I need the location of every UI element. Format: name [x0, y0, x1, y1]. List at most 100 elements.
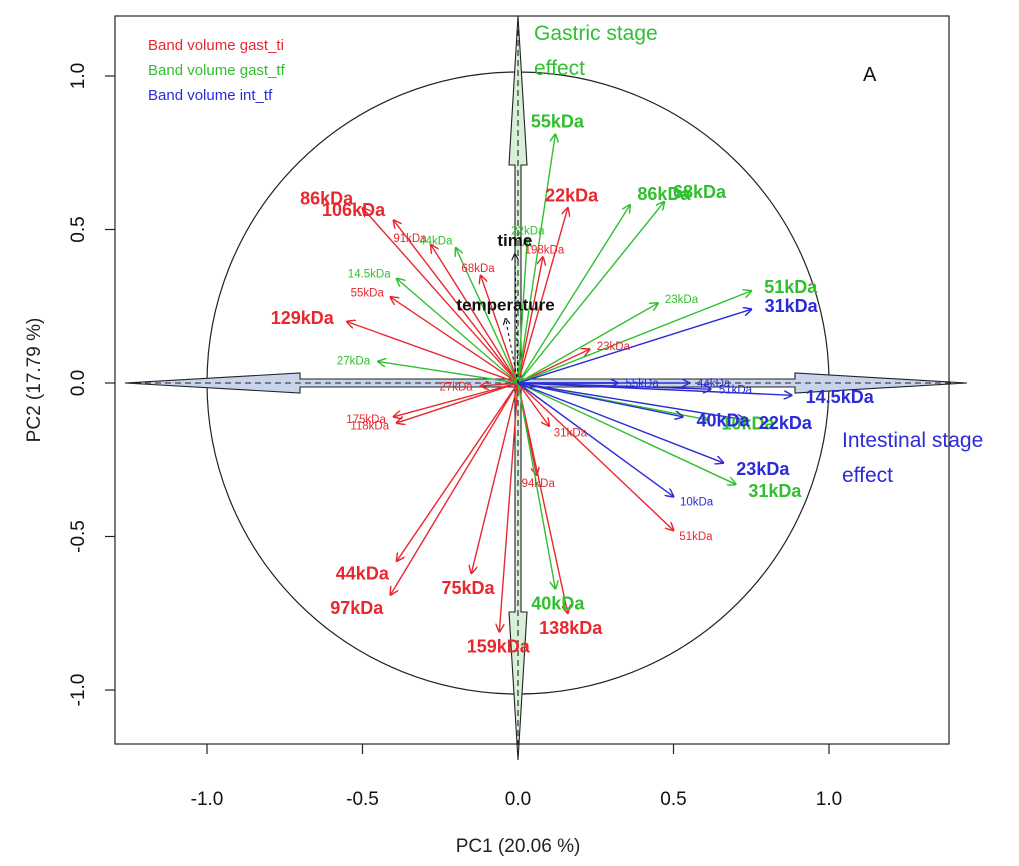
plot-frame — [114, 15, 950, 745]
vector-gast-ti-51kda — [517, 382, 674, 530]
legend-entry-int-tf: Band volume int_tf — [148, 87, 273, 104]
vector-int-tf-51kda — [517, 382, 711, 389]
panel-label: A — [863, 64, 877, 86]
vector-label-int-tf-22kda: 22kDa — [759, 413, 813, 433]
vector-label-gast-ti-118kda: 118kDa — [350, 420, 389, 432]
vector-gast-tf-51kda — [517, 291, 751, 384]
vector-gast-ti-159kda — [499, 382, 519, 632]
vector-label-gast-tf-40kda: 40kDa — [531, 593, 585, 613]
vector-gast-ti-27kda — [481, 383, 519, 386]
vector-label-gast-tf-86kda: 86kDa — [637, 184, 691, 204]
gastric-stage-label: Gastric stage effect — [534, 22, 658, 80]
vector-gast-tf-68kda — [517, 202, 664, 384]
supp-vector-temperature — [506, 319, 519, 384]
vector-int-tf-22kda — [517, 382, 745, 420]
vector-label-gast-ti-27kda: 27kDa — [439, 382, 473, 394]
vector-gast-ti-22kda — [517, 208, 568, 384]
vector-gast-ti-198kda — [517, 257, 543, 384]
vector-label-int-tf-51kda: 51kDa — [719, 384, 753, 396]
vector-label-gast-ti-106kda: 106kDa — [322, 200, 386, 220]
vector-label-gast-tf-44kda: 44kDa — [419, 236, 453, 248]
vector-label-gast-ti-97kda: 97kDa — [330, 598, 384, 618]
x-tick-label: -0.5 — [346, 789, 379, 810]
y-axis-ticks: -1.0 -0.5 0.0 0.5 1.0 — [68, 63, 115, 707]
y-tick-label: -0.5 — [68, 520, 89, 553]
vector-gast-tf-31kda — [517, 382, 736, 484]
legend-entry-gast-ti: Band volume gast_ti — [148, 37, 284, 54]
legend: Band volume gast_ti Band volume gast_tf … — [148, 37, 286, 104]
vector-int-tf-31kda — [517, 309, 751, 384]
vector-gast-ti-55kda — [390, 297, 519, 384]
vector-gast-tf-22kda — [517, 239, 527, 384]
supp-label-temperature: temperature — [456, 296, 554, 315]
x-tick-label: -1.0 — [191, 789, 224, 810]
y-tick-label: -1.0 — [68, 674, 89, 707]
vector-label-gast-tf-22kda: 22kDa — [511, 226, 545, 238]
vector-gast-tf-44kda — [456, 248, 519, 384]
vector-gast-ti-75kda — [471, 382, 519, 573]
vector-label-int-tf-14-5kda: 14.5kDa — [806, 387, 875, 407]
vector-int-tf-40kda — [517, 382, 683, 417]
vector-label-gast-ti-86kda: 86kDa — [300, 189, 354, 209]
vector-gast-tf-23kda — [517, 303, 658, 384]
vector-label-gast-tf-68kda: 68kDa — [673, 182, 727, 202]
vector-label-int-tf-55kda: 55kDa — [626, 378, 660, 390]
vector-gast-tf-14-5kda — [397, 279, 519, 384]
legend-entry-gast-tf: Band volume gast_tf — [148, 62, 286, 79]
vector-gast-tf-86kda — [517, 205, 630, 384]
vector-label-gast-tf-14-5kda: 14.5kDa — [348, 268, 391, 280]
vector-label-int-tf-10kda: 10kDa — [680, 496, 714, 508]
vector-gast-tf-27kda — [378, 362, 519, 384]
vector-label-gast-ti-23kda: 23kDa — [597, 341, 631, 353]
intestinal-stage-label-line1: Intestinal stage — [842, 429, 983, 452]
loading-vectors — [347, 134, 792, 631]
vector-label-int-tf-23kda: 23kDa — [736, 459, 790, 479]
vector-label-gast-ti-31kda: 31kDa — [554, 427, 588, 439]
vector-gast-tf-55kda — [517, 134, 555, 384]
x-tick-label: 0.0 — [505, 789, 531, 810]
vector-gast-ti-44kda — [397, 382, 519, 561]
vector-label-gast-ti-75kda: 75kDa — [441, 578, 495, 598]
x-axis-ticks: -1.0 -0.5 0.0 0.5 1.0 — [191, 744, 842, 810]
vector-label-gast-ti-55kda: 55kDa — [351, 288, 385, 300]
vector-int-tf-10kda — [517, 382, 674, 497]
vector-gast-ti-97kda — [390, 382, 519, 595]
vector-label-gast-ti-68kda: 68kDa — [461, 263, 495, 275]
vector-gast-ti-129kda — [347, 322, 519, 384]
vector-label-gast-tf-55kda: 55kDa — [531, 111, 585, 131]
y-tick-label: 0.5 — [68, 216, 89, 242]
vector-label-gast-tf-27kda: 27kDa — [337, 355, 371, 367]
vector-label-gast-tf-23kda: 23kDa — [665, 294, 699, 306]
intestinal-stage-arrow-right — [517, 372, 968, 394]
x-axis-label: PC1 (20.06 %) — [456, 836, 581, 857]
vector-int-tf-23kda — [517, 382, 723, 463]
vector-label-gast-ti-44kda: 44kDa — [336, 564, 390, 584]
vector-label-gast-ti-94kda: 94kDa — [522, 478, 556, 490]
vector-gast-ti-106kda — [394, 220, 519, 384]
vector-label-gast-ti-198kda: 198kDa — [525, 244, 565, 256]
vector-gast-ti-118kda — [397, 382, 519, 423]
y-axis-label: PC2 (17.79 %) — [24, 318, 45, 443]
supp-label-time: time — [497, 231, 532, 250]
vector-label-gast-ti-22kda: 22kDa — [545, 186, 599, 206]
vector-gast-ti-175kda — [394, 382, 519, 417]
vector-label-gast-ti-129kda: 129kDa — [271, 308, 335, 328]
y-tick-label: 0.0 — [68, 370, 89, 396]
vector-label-gast-ti-159kda: 159kDa — [467, 637, 531, 657]
vector-gast-ti-68kda — [481, 276, 519, 384]
intestinal-stage-label-line2: effect — [842, 464, 893, 487]
vector-label-int-tf-40kda: 40kDa — [697, 411, 751, 431]
vector-label-gast-ti-138kda: 138kDa — [539, 618, 603, 638]
vector-gast-ti-31kda — [517, 382, 549, 426]
vector-label-int-tf-31kda: 31kDa — [765, 296, 819, 316]
vector-gast-tf-40kda — [517, 382, 555, 589]
gastric-stage-label-line1: Gastric stage — [534, 22, 658, 45]
stage-effect-arrows — [124, 15, 968, 761]
vector-label-gast-tf-10kda: 10kDa — [721, 414, 775, 434]
gastric-stage-label-line2: effect — [534, 57, 585, 80]
vector-gast-ti-86kda — [363, 208, 519, 384]
supplementary-variables: time temperature — [456, 231, 555, 384]
loading-labels: 86kDa106kDa22kDa129kDa44kDa97kDa75kDa159… — [271, 111, 875, 656]
